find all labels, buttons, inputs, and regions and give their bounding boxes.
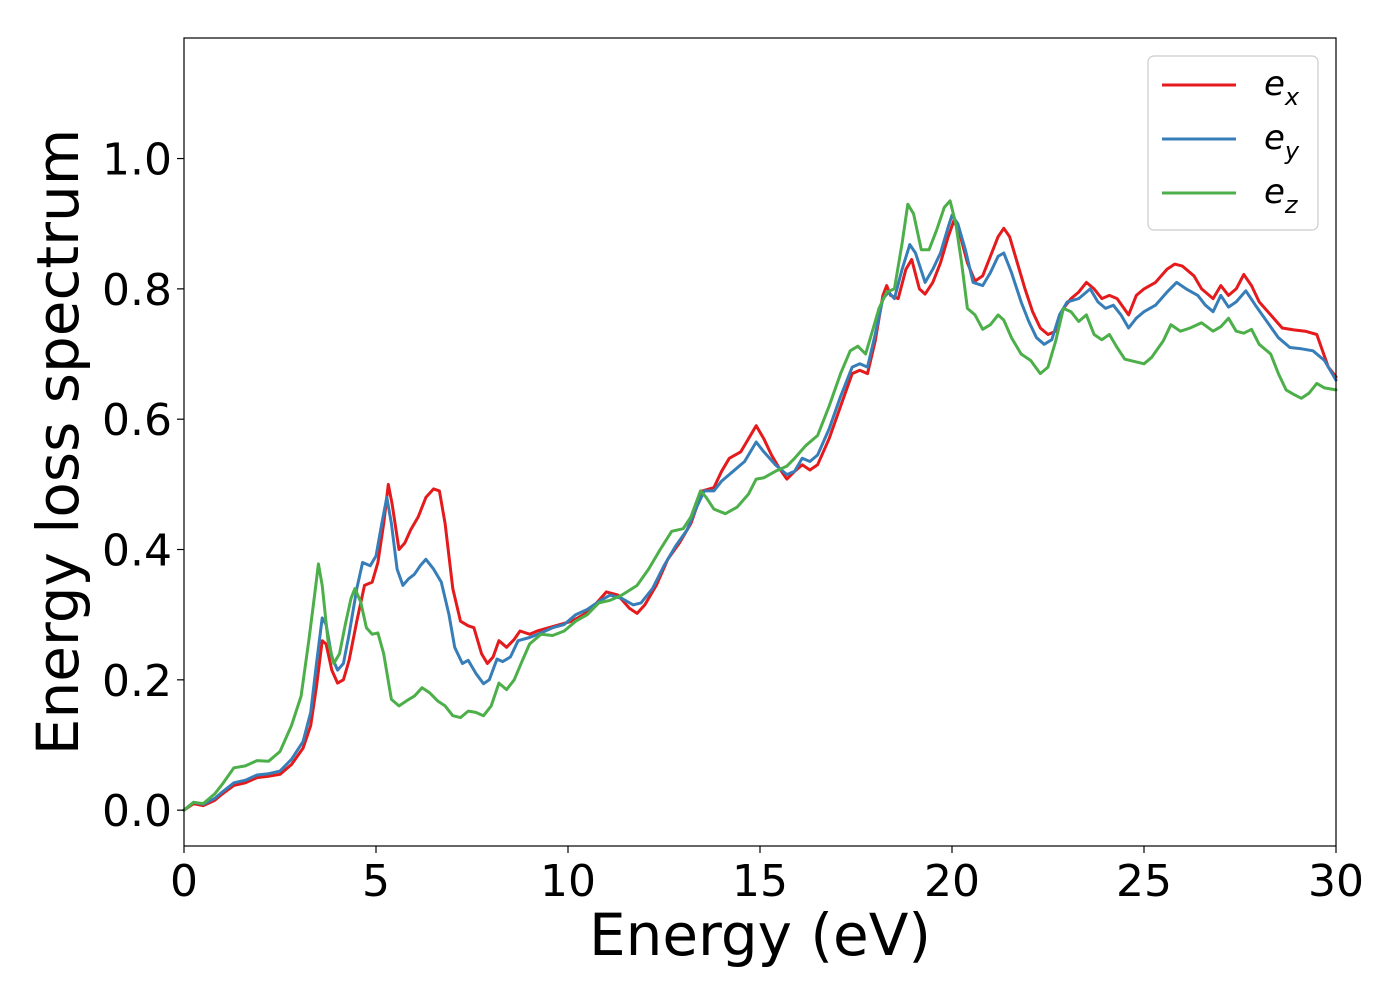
x-tick-label: 10 [540, 856, 596, 907]
series-layer [182, 199, 1338, 812]
x-tick-label: 0 [170, 856, 198, 907]
legend-label-main: e [1264, 64, 1285, 104]
x-axis-ticks: 0 5 10 15 20 25 30 [170, 846, 1364, 907]
legend-label-subscript: z [1284, 191, 1299, 219]
y-tick-label: 0.0 [102, 786, 172, 837]
plot-frame [183, 37, 1337, 847]
y-tick-label: 0.4 [102, 526, 172, 577]
y-tick-label: 0.6 [102, 395, 172, 446]
y-axis-ticks: 0.0 0.2 0.4 0.6 0.8 1.0 [102, 135, 184, 837]
x-tick-label: 25 [1116, 856, 1172, 907]
legend-label-e-z: ez [1264, 172, 1299, 219]
x-tick-label: 15 [732, 856, 788, 907]
series-line-e-z [182, 199, 1338, 812]
legend-label-e-x: ex [1264, 64, 1300, 111]
legend-label-subscript: x [1284, 83, 1300, 111]
y-axis-label: Energy loss spectrum [24, 129, 92, 755]
legend-label-subscript: y [1284, 137, 1300, 165]
legend-label-main: e [1264, 118, 1285, 158]
series-line-e-y [182, 213, 1338, 812]
y-tick-label: 0.2 [102, 656, 172, 707]
y-tick-label: 0.8 [102, 265, 172, 316]
x-tick-label: 5 [362, 856, 390, 907]
x-tick-label: 20 [924, 856, 980, 907]
x-tick-label: 30 [1308, 856, 1364, 907]
y-tick-label: 1.0 [102, 135, 172, 186]
legend-label-e-y: ey [1264, 118, 1300, 165]
legend-box [1147, 55, 1319, 231]
series-line-e-x [182, 219, 1338, 812]
legend-label-main: e [1264, 172, 1285, 212]
x-axis-label: Energy (eV) [589, 901, 931, 969]
